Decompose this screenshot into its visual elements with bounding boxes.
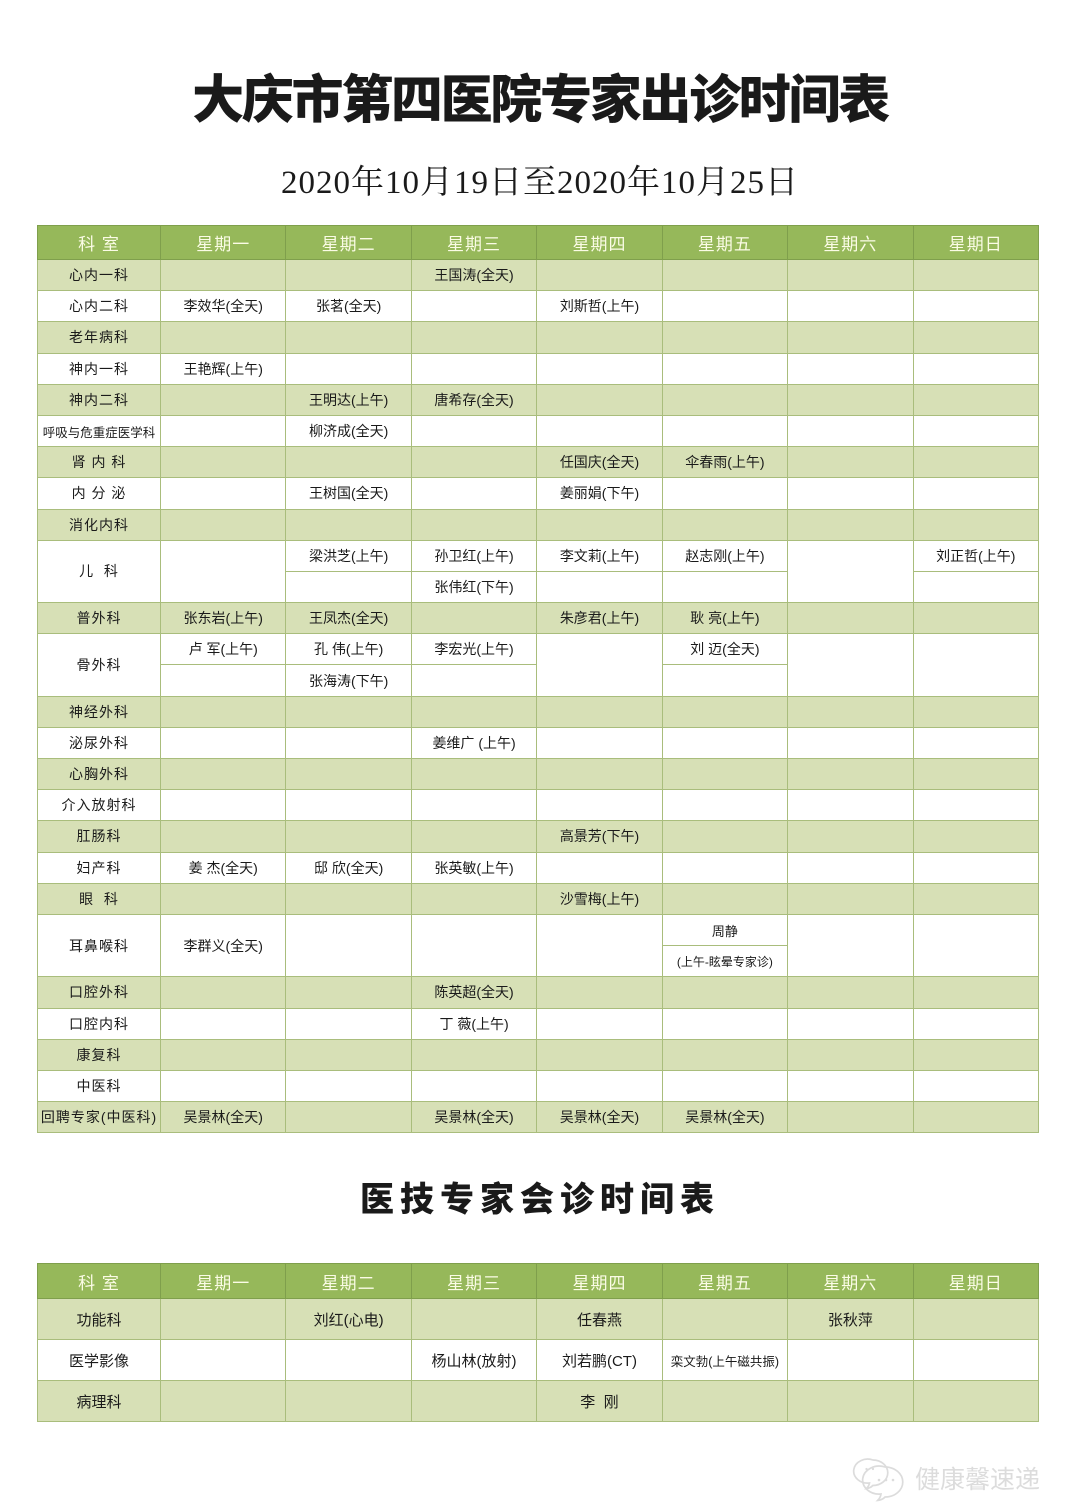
svg-text:健康馨速递: 健康馨速递: [915, 1460, 1040, 1496]
